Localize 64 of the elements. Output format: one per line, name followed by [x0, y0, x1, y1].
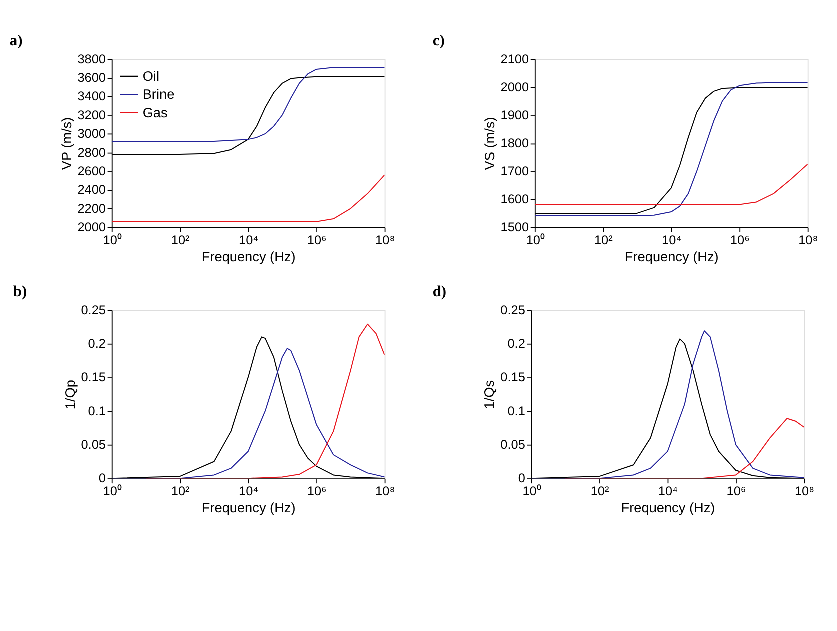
x-tick-label: 10⁴: [239, 232, 259, 248]
y-tick-label: 1800: [500, 135, 530, 150]
x-tick-label: 10⁶: [730, 232, 750, 248]
y-tick-label: 2200: [78, 200, 106, 216]
y-tick-label: 1500: [500, 220, 530, 235]
x-tick-label: 10⁰: [103, 483, 122, 498]
chart-title: d): [432, 284, 447, 301]
x-tick-label: 10⁶: [307, 232, 327, 248]
x-tick-label: 10⁸: [376, 483, 396, 498]
y-tick-label: 3200: [78, 107, 106, 122]
y-tick-label: 0: [98, 470, 106, 486]
y-tick-label: 2400: [78, 182, 106, 198]
y-tick-label: 1700: [500, 163, 530, 178]
y-tick-label: 0.1: [88, 403, 106, 418]
y-tick-label: 0.2: [88, 336, 106, 352]
x-tick-label: 10²: [171, 483, 190, 498]
y-axis-title: VS (m/s): [482, 117, 498, 170]
y-tick-label: 2000: [78, 220, 106, 235]
x-tick-label: 10⁰: [526, 232, 546, 248]
x-tick-label: 10⁸: [798, 232, 818, 248]
y-tick-label: 0.25: [500, 302, 526, 318]
x-tick-label: 10⁴: [658, 483, 678, 498]
y-tick-label: 3000: [78, 126, 106, 142]
x-axis-title: Frequency (Hz): [621, 500, 716, 516]
x-tick-label: 10⁶: [307, 483, 327, 498]
y-tick-label: 2100: [500, 51, 530, 66]
y-axis-title: VP (m/s): [59, 117, 74, 170]
legend-label: Gas: [142, 105, 168, 120]
x-tick-label: 10²: [590, 483, 610, 498]
y-tick-label: 0.2: [508, 336, 526, 352]
y-tick-label: 0: [518, 470, 526, 486]
y-axis-title: 1/Qs: [482, 380, 498, 410]
y-tick-label: 0.1: [508, 403, 526, 418]
y-tick-label: 0.15: [81, 370, 106, 385]
chart-title: b): [13, 284, 28, 301]
y-tick-label: 0.15: [500, 370, 526, 385]
x-tick-label: 10⁴: [662, 232, 682, 248]
y-tick-label: 2600: [78, 163, 106, 178]
x-tick-label: 10⁸: [794, 483, 814, 498]
x-tick-label: 10⁴: [239, 483, 259, 498]
y-tick-label: 2000: [500, 79, 530, 94]
x-axis-title: Frequency (Hz): [202, 500, 296, 516]
y-tick-label: 0.25: [81, 302, 106, 318]
y-tick-label: 0.05: [500, 437, 526, 452]
x-tick-label: 10²: [594, 232, 613, 248]
y-tick-label: 3400: [78, 88, 106, 104]
y-tick-label: 1600: [500, 192, 530, 207]
chart-title: c): [432, 32, 445, 50]
chart-title: a): [10, 32, 23, 50]
x-tick-label: 10⁸: [376, 232, 396, 248]
x-axis-title: Frequency (Hz): [202, 250, 296, 265]
x-axis-title: Frequency (Hz): [624, 250, 719, 265]
y-tick-label: 3800: [78, 51, 106, 66]
y-tick-label: 3600: [78, 70, 106, 85]
x-tick-label: 10⁰: [103, 232, 122, 248]
y-axis-title: 1/Qp: [62, 380, 78, 410]
x-tick-label: 10⁶: [726, 483, 746, 498]
y-tick-label: 0.05: [81, 437, 106, 452]
x-tick-label: 10²: [171, 232, 190, 248]
y-tick-label: 2800: [78, 144, 106, 160]
legend-label: Oil: [142, 68, 160, 84]
y-tick-label: 1900: [500, 107, 530, 122]
x-tick-label: 10⁰: [522, 483, 542, 498]
legend-label: Brine: [142, 87, 175, 102]
